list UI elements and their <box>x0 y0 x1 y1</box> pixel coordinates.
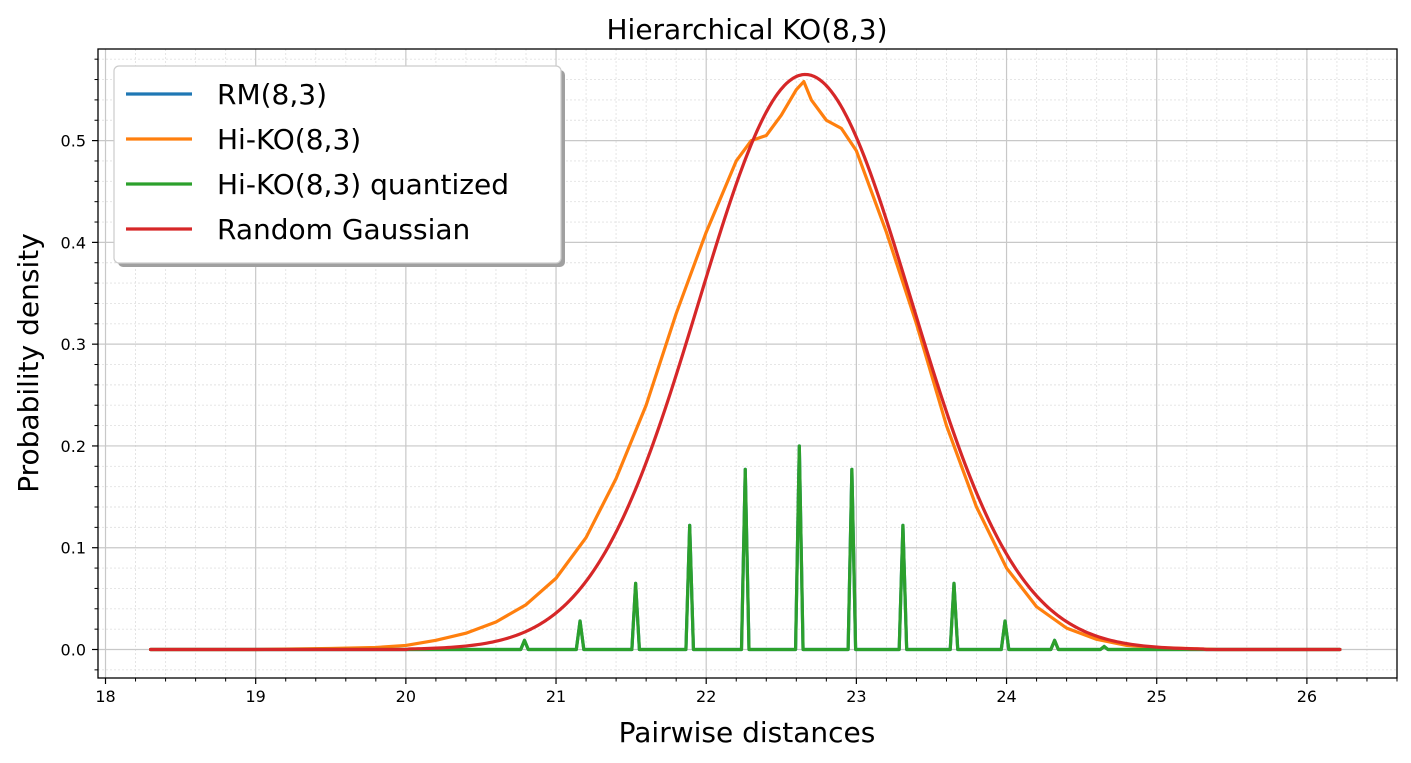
x-tick-label: 18 <box>95 687 115 706</box>
y-axis-ticks: 0.0 0.1 0.2 0.3 0.4 0.5 <box>61 58 98 671</box>
x-tick-label: 21 <box>546 687 566 706</box>
y-tick-label: 0.2 <box>61 437 86 456</box>
legend-box <box>113 65 562 264</box>
y-tick-label: 0.4 <box>61 233 86 252</box>
x-tick-label: 19 <box>246 687 266 706</box>
plot-frame <box>97 48 1398 679</box>
legend-label-3: Hi-KO(8,3) quantized <box>217 168 509 201</box>
chart-title: Hierarchical KO(8,3) <box>606 13 887 46</box>
legend-label-2: Hi-KO(8,3) <box>217 123 361 156</box>
series-line-4 <box>148 72 1342 652</box>
y-tick-label: 0.1 <box>61 539 86 558</box>
x-tick-label: 22 <box>696 687 716 706</box>
x-tick-label: 24 <box>996 687 1016 706</box>
y-tick-label: 0.0 <box>61 641 86 660</box>
x-axis-ticks: 18 19 20 21 22 23 24 25 26 <box>95 678 1398 706</box>
legend-label-4: Random Gaussian <box>217 213 470 246</box>
legend-label-1: RM(8,3) <box>217 78 327 111</box>
x-tick-label: 20 <box>396 687 416 706</box>
x-axis-label: Pairwise distances <box>619 716 876 749</box>
y-tick-label: 0.5 <box>61 132 86 151</box>
x-tick-label: 26 <box>1297 687 1317 706</box>
legend-entries: RM(8,3) Hi-KO(8,3) Hi-KO(8,3) quantized Ran… <box>126 78 509 246</box>
series-layer <box>148 72 1342 652</box>
legend: RM(8,3) Hi-KO(8,3) Hi-KO(8,3) quantized Ran… <box>113 65 565 267</box>
y-axis-label: Probability density <box>12 233 45 493</box>
x-tick-label: 23 <box>846 687 866 706</box>
series-line-3 <box>148 444 1342 652</box>
series-line-2 <box>148 79 1342 652</box>
y-tick-label: 0.3 <box>61 335 86 354</box>
x-tick-label: 25 <box>1147 687 1167 706</box>
